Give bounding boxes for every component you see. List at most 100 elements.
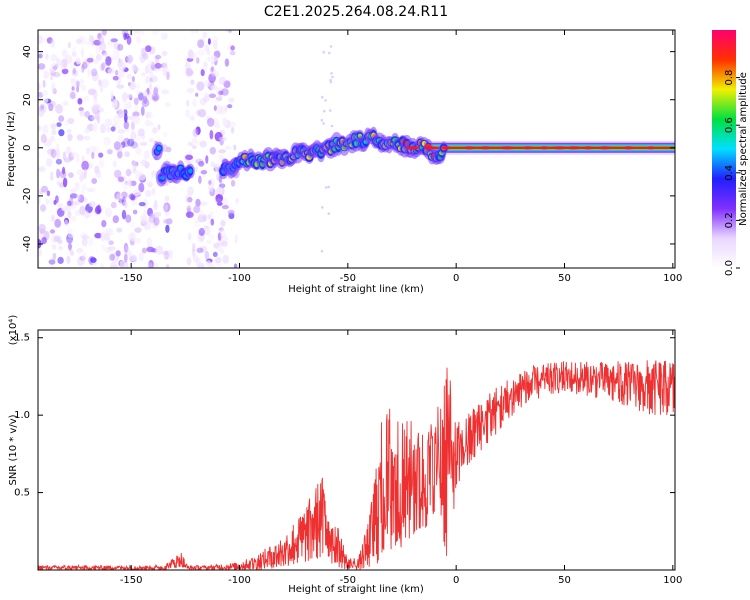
- noise-blob: [229, 51, 236, 56]
- noise-blob: [83, 212, 91, 219]
- y-tick-label: 20: [22, 93, 33, 106]
- signal-peak: [539, 146, 550, 150]
- noise-blob: [144, 91, 148, 96]
- noise-blob: [214, 123, 221, 129]
- spectrogram-panel: -150 -100 -50 0 50 100 -40 -20 0 20 40 Height of …: [6, 29, 682, 295]
- noise-blob: [98, 35, 105, 45]
- noise-blob: [148, 217, 154, 224]
- noise-blob: [101, 30, 107, 36]
- noise-blob: [99, 84, 104, 93]
- noise-blob: [210, 55, 218, 62]
- noise-blob: [93, 96, 98, 105]
- noise-blob: [86, 148, 90, 155]
- noise-blob: [150, 78, 156, 83]
- noise-blob: [142, 52, 149, 61]
- noise-blob: [208, 93, 217, 99]
- noise-blob: [81, 252, 88, 262]
- noise-blob: [43, 71, 50, 79]
- noise-blob: [79, 174, 83, 182]
- noise-blob: [51, 53, 58, 60]
- noise-blob: [151, 187, 156, 196]
- noise-blob: [329, 45, 333, 48]
- noise-blob: [94, 165, 100, 174]
- noise-blob: [101, 220, 107, 228]
- noise-blob: [76, 193, 81, 201]
- noise-blob: [126, 138, 135, 147]
- noise-blob: [102, 52, 109, 58]
- noise-blob: [81, 155, 85, 162]
- noise-blob: [117, 68, 125, 78]
- noise-blob: [81, 84, 87, 91]
- noise-blob: [138, 182, 145, 193]
- noise-blob: [164, 195, 170, 202]
- noise-blob: [185, 211, 194, 218]
- colorbar: 0.0 0.2 0.4 0.6 0.8 Normalized spectral ampl…: [712, 30, 749, 276]
- noise-blob: [84, 210, 89, 220]
- noise-blob: [330, 72, 333, 75]
- noise-blob: [207, 56, 212, 62]
- noise-blob: [200, 170, 208, 175]
- noise-blob: [186, 57, 194, 62]
- noise-blob: [107, 68, 115, 75]
- noise-blob: [95, 53, 102, 61]
- noise-blob: [150, 171, 156, 179]
- noise-blob: [76, 134, 84, 141]
- noise-blob: [38, 195, 41, 205]
- noise-blob: [161, 250, 169, 255]
- noise-blob: [56, 58, 61, 67]
- noise-blob: [230, 126, 235, 134]
- noise-blob: [210, 161, 215, 167]
- noise-blob: [134, 102, 139, 113]
- x-tick-label: -50: [340, 575, 356, 586]
- noise-blob: [120, 58, 124, 67]
- noise-blob: [61, 49, 68, 58]
- x-tick-label: -150: [120, 273, 143, 284]
- noise-blob: [189, 115, 195, 121]
- noise-blob: [126, 73, 133, 79]
- noise-blob: [218, 94, 223, 101]
- noise-blob: [209, 129, 214, 140]
- noise-blob: [152, 262, 159, 268]
- noise-blob: [76, 38, 83, 45]
- noise-blob: [65, 146, 72, 155]
- noise-blob: [164, 204, 168, 211]
- noise-blob: [130, 131, 137, 141]
- noise-blob: [192, 99, 197, 107]
- spectrogram-frame: [37, 29, 676, 269]
- noise-blob: [132, 209, 138, 215]
- noise-blob: [88, 145, 97, 153]
- x-tick-label: 50: [558, 273, 571, 284]
- noise-blob: [128, 254, 137, 262]
- noise-blob: [50, 234, 58, 244]
- noise-blob: [132, 199, 138, 206]
- noise-blob: [112, 50, 120, 61]
- noise-blob: [91, 122, 98, 132]
- noise-blob: [140, 106, 145, 116]
- noise-blob: [198, 109, 207, 118]
- noise-blob: [198, 210, 205, 217]
- noise-blob: [117, 43, 124, 51]
- noise-blob: [105, 56, 112, 66]
- noise-blob: [55, 195, 59, 204]
- noise-blob: [60, 59, 64, 70]
- noise-blob: [221, 205, 229, 210]
- noise-blob: [68, 244, 72, 249]
- noise-blob: [126, 35, 132, 45]
- noise-blob: [62, 177, 68, 188]
- y-tick-label: 40: [22, 45, 33, 58]
- noise-blob: [188, 232, 192, 241]
- noise-blob: [129, 81, 136, 91]
- noise-blob: [67, 200, 72, 206]
- noise-blob: [76, 169, 84, 176]
- noise-blob: [81, 61, 88, 70]
- noise-blob: [134, 30, 140, 35]
- noise-blob: [110, 90, 114, 100]
- noise-blob: [71, 69, 79, 77]
- noise-blob: [116, 227, 123, 233]
- noise-blob: [138, 173, 146, 181]
- noise-blob: [98, 158, 105, 169]
- noise-blob: [100, 123, 106, 134]
- signal-peak: [646, 146, 656, 150]
- noise-blob: [213, 105, 217, 111]
- noise-blob: [94, 232, 102, 239]
